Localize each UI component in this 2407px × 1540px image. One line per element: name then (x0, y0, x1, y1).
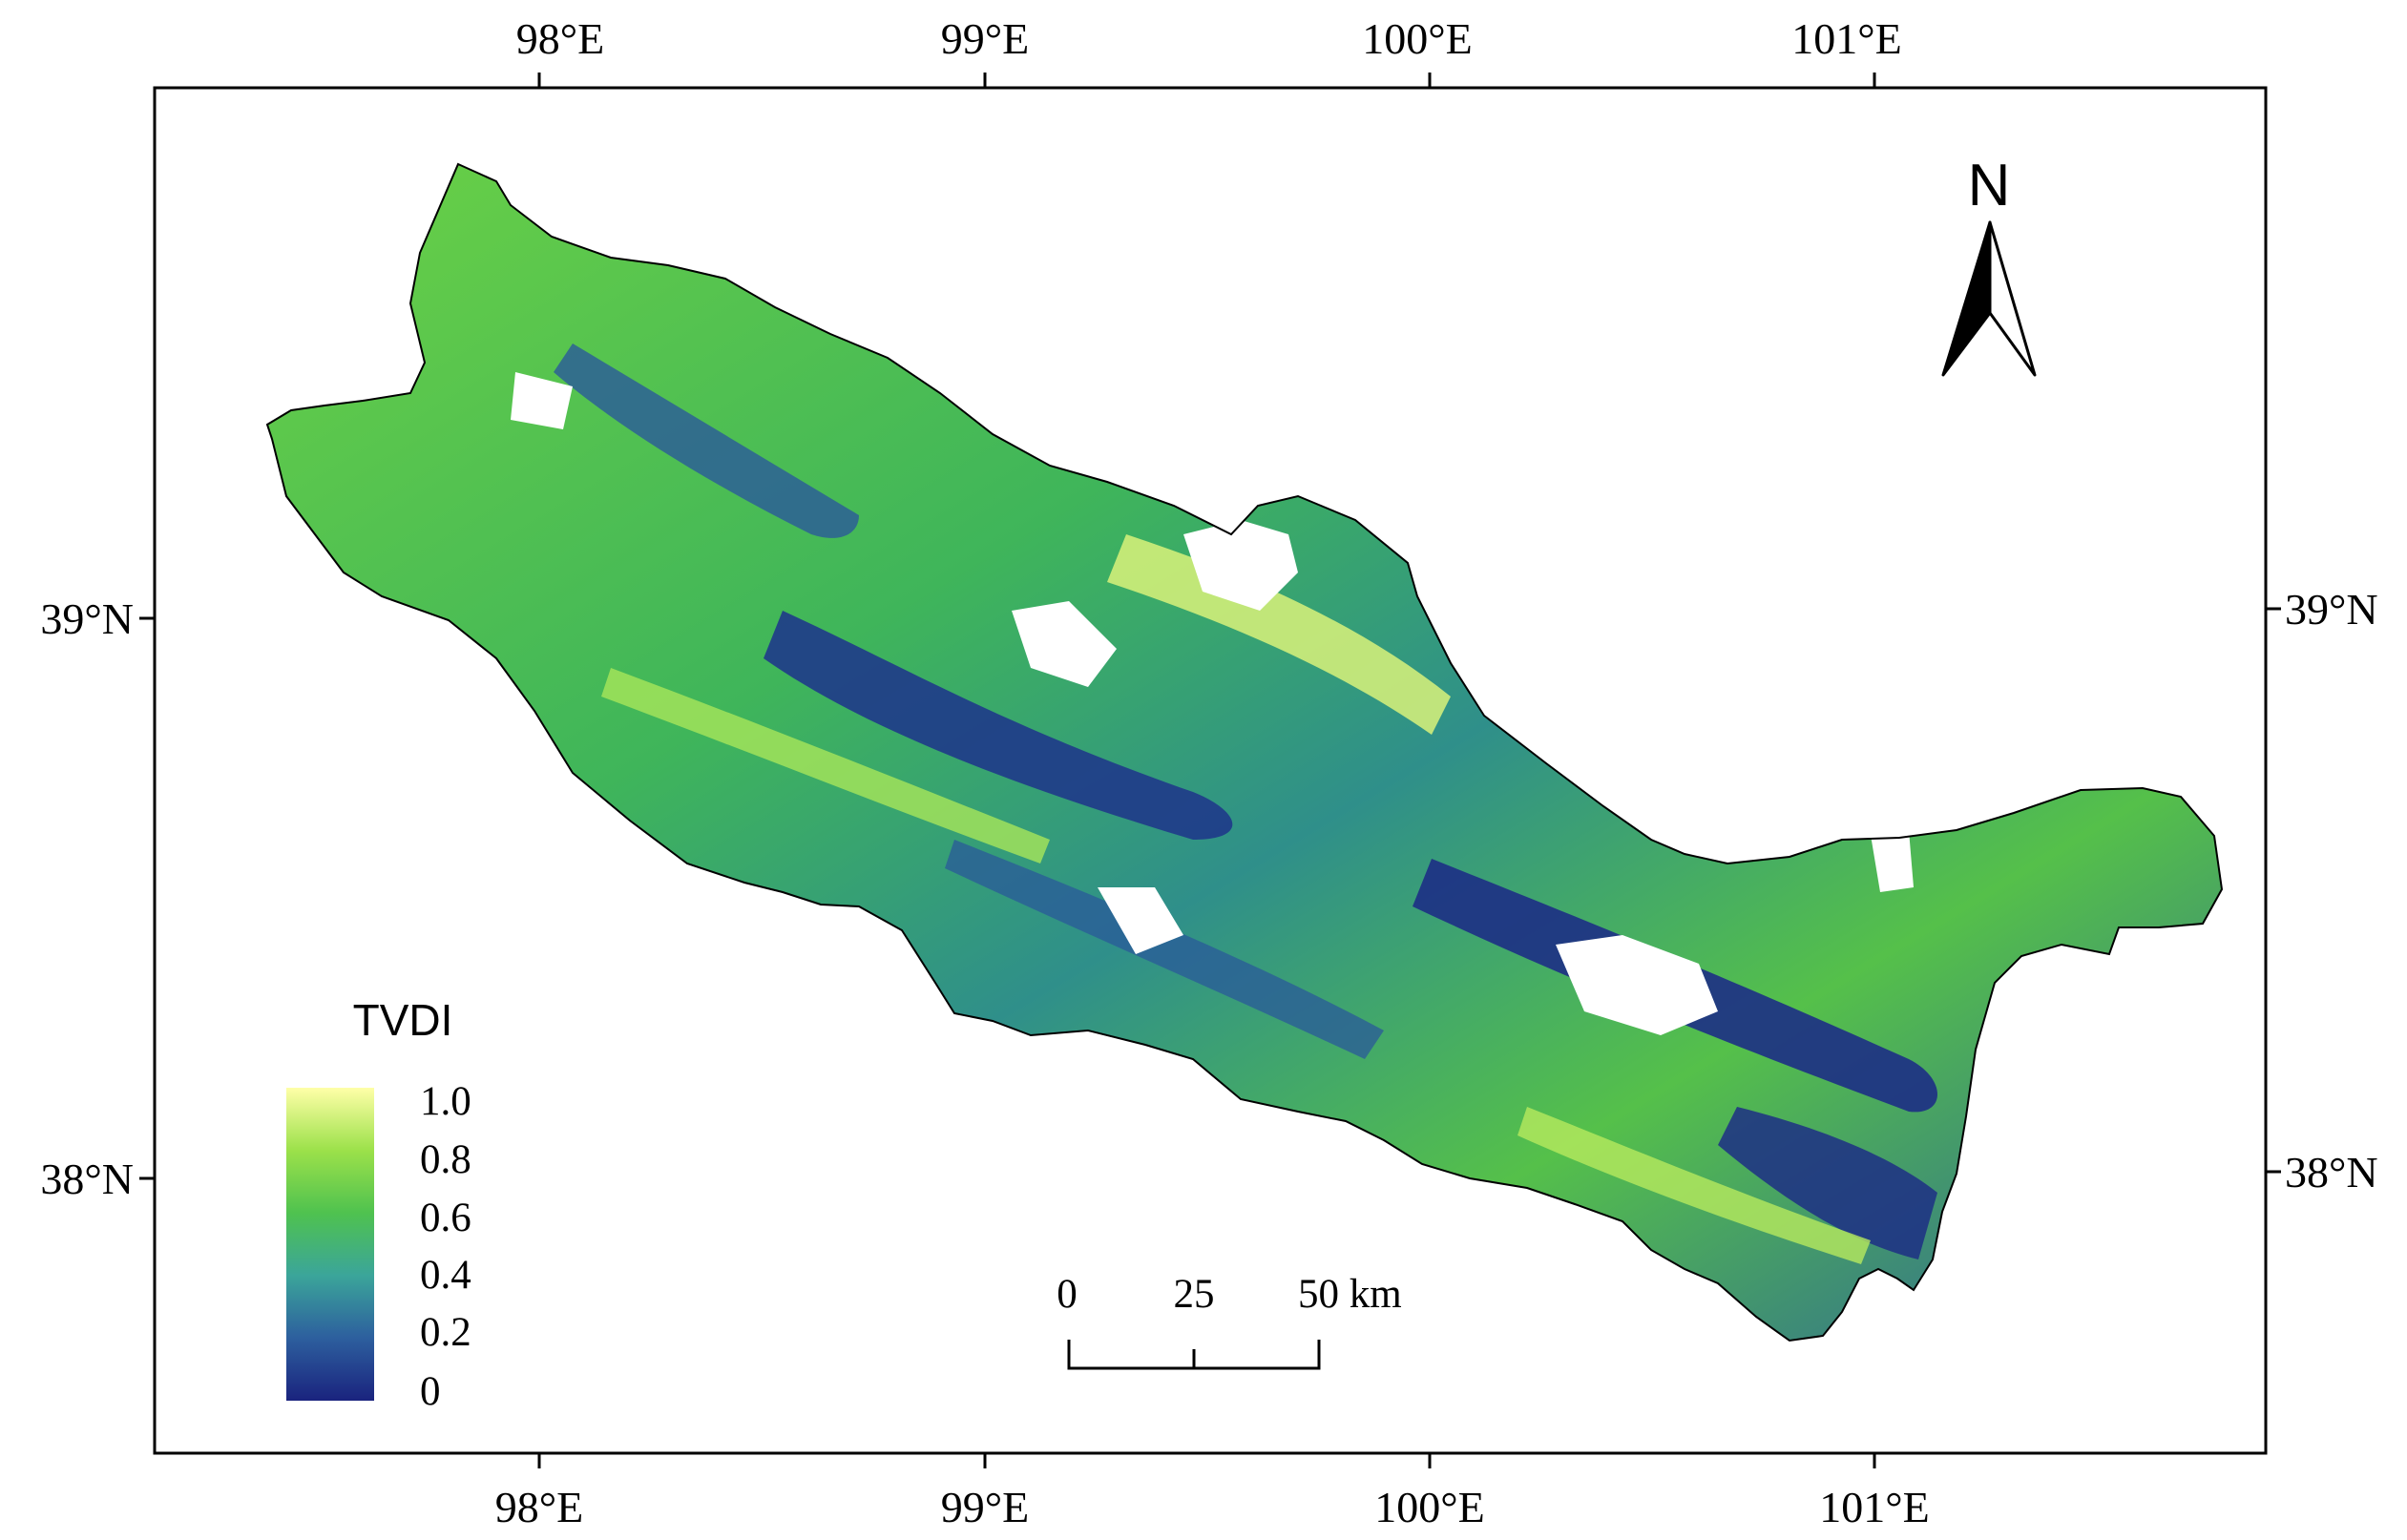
scale-bar: 0 25 50 km (1057, 1272, 1402, 1370)
scale-label-50km: 50 km (1298, 1272, 1402, 1317)
bottom-lon-label-100: 100°E (1374, 1483, 1485, 1531)
top-lon-label-101: 101°E (1791, 14, 1902, 63)
legend-label-1-0: 1.0 (420, 1079, 471, 1124)
legend-color-ramp (286, 1088, 374, 1401)
right-lat-label-38: 38°N (2285, 1148, 2378, 1197)
top-lon-label-99: 99°E (941, 14, 1030, 63)
right-lat-label-39: 39°N (2285, 585, 2378, 634)
bottom-lon-label-101: 101°E (1819, 1483, 1930, 1531)
north-arrow-icon: N (1941, 153, 2037, 377)
left-lat-label-39: 39°N (40, 594, 134, 643)
top-lon-label-98: 98°E (516, 14, 605, 63)
scale-label-0: 0 (1057, 1272, 1078, 1317)
legend-label-0-8: 0.8 (420, 1137, 471, 1182)
north-label: N (1968, 153, 2011, 219)
legend: TVDI 1.0 0.8 0.6 0.4 0.2 0 (286, 995, 471, 1414)
bottom-lon-label-98: 98°E (495, 1483, 584, 1531)
axis-ticks (139, 73, 2281, 1468)
legend-label-0-4: 0.4 (420, 1253, 471, 1298)
legend-label-0-2: 0.2 (420, 1310, 471, 1355)
study-region (265, 162, 2224, 1342)
left-lat-label-38: 38°N (40, 1155, 134, 1203)
bottom-lon-label-99: 99°E (941, 1483, 1030, 1531)
scale-label-25: 25 (1174, 1272, 1215, 1317)
legend-label-0: 0 (420, 1369, 441, 1414)
legend-label-0-6: 0.6 (420, 1196, 471, 1240)
top-lon-label-100: 100°E (1362, 14, 1473, 63)
legend-title: TVDI (353, 995, 453, 1045)
